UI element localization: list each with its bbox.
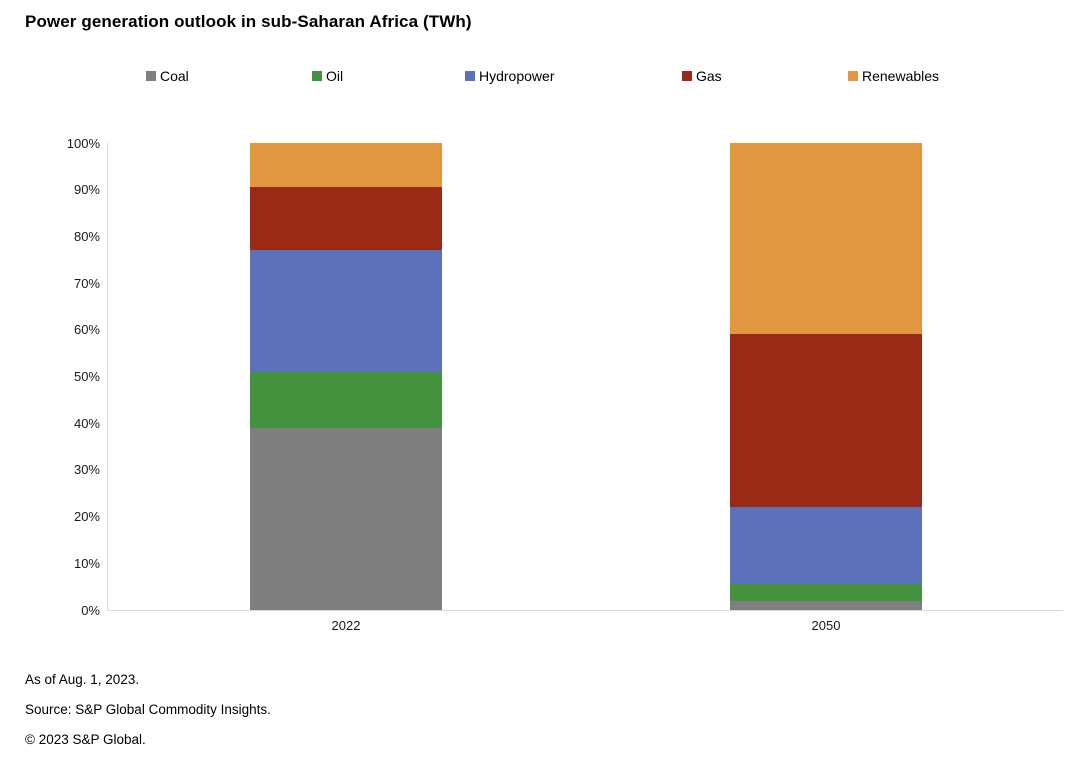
x-axis-baseline <box>107 610 1063 611</box>
bar-segment-2050-hydropower <box>730 507 922 585</box>
y-tick-label-50: 50% <box>73 369 100 384</box>
stacked-bar-2022 <box>250 143 442 610</box>
bar-segment-2050-oil <box>730 584 922 601</box>
legend-item-oil: Oil <box>312 68 343 84</box>
y-tick-label-80: 80% <box>73 228 100 244</box>
legend-item-gas: Gas <box>682 68 722 84</box>
y-tick-label-100: 100% <box>66 135 100 151</box>
chart-legend: Coal Oil Hydropower Gas Renewables <box>0 68 1090 86</box>
y-tick-label-0: 0% <box>81 602 100 618</box>
footnote-copyright: © 2023 S&P Global. <box>25 732 146 747</box>
legend-swatch-coal-icon <box>146 71 156 81</box>
legend-swatch-hydropower-icon <box>465 71 475 81</box>
y-tick-label-90: 90% <box>73 182 100 198</box>
legend-label: Hydropower <box>479 68 555 84</box>
y-tick-label-40: 40% <box>73 415 100 431</box>
footnote-as-of: As of Aug. 1, 2023. <box>25 672 140 687</box>
bar-segment-2050-coal <box>730 600 922 610</box>
y-tick-label-70: 70% <box>73 275 100 291</box>
legend-swatch-oil-icon <box>312 71 322 81</box>
y-tick-label-10: 10% <box>73 555 100 571</box>
legend-item-hydropower: Hydropower <box>465 68 554 84</box>
legend-item-coal: Coal <box>146 68 189 84</box>
bar-segment-2022-coal <box>250 427 442 610</box>
y-tick-label-60: 60% <box>73 322 100 338</box>
legend-label: Renewables <box>862 68 940 84</box>
bar-segment-2022-hydropower <box>250 250 442 372</box>
bar-segment-2022-renewables <box>250 143 442 188</box>
legend-label: Gas <box>696 68 722 84</box>
legend-item-renewables: Renewables <box>848 68 939 84</box>
bar-segment-2050-gas <box>730 334 922 508</box>
bar-segment-2050-renewables <box>730 143 922 335</box>
x-axis-label-2050: 2050 <box>811 618 841 633</box>
chart-footnotes: As of Aug. 1, 2023. Source: S&P Global C… <box>25 672 271 762</box>
bar-segment-2022-oil <box>250 371 442 428</box>
stacked-bar-2050 <box>730 143 922 610</box>
legend-label: Coal <box>160 68 189 84</box>
chart-title: Power generation outlook in sub-Saharan … <box>25 12 472 31</box>
legend-swatch-gas-icon <box>682 71 692 81</box>
footnote-source: Source: S&P Global Commodity Insights. <box>25 702 271 717</box>
bar-segment-2022-gas <box>250 187 442 251</box>
legend-label: Oil <box>326 68 344 84</box>
y-axis-line <box>107 143 108 611</box>
x-axis-label-2022: 2022 <box>331 618 361 633</box>
y-tick-label-20: 20% <box>73 509 100 525</box>
legend-swatch-renewables-icon <box>848 71 858 81</box>
y-tick-label-30: 30% <box>73 462 100 478</box>
